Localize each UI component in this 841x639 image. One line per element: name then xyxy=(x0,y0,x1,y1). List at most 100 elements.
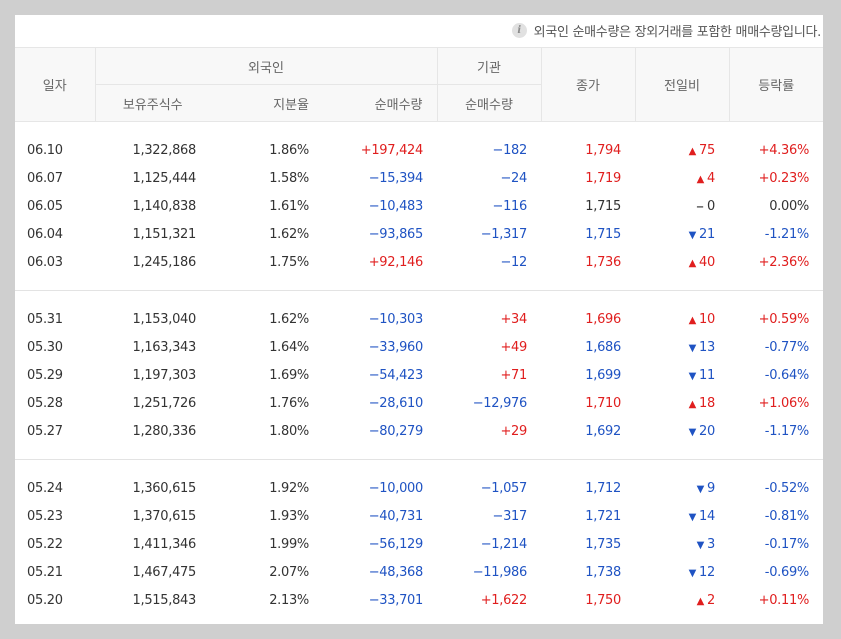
cell-rate: +0.59% xyxy=(758,311,810,327)
triangle-down-icon: ▼ xyxy=(688,229,697,241)
cell-change: ▲ 75 xyxy=(635,136,729,164)
cell-foreign-net: −56,129 xyxy=(368,536,424,552)
triangle-up-icon: ▲ xyxy=(696,173,705,185)
cell-share: 1.76% xyxy=(269,395,309,411)
cell-change: ▲ 2 xyxy=(635,586,729,614)
change-value: 18 xyxy=(699,395,715,411)
group-spacer xyxy=(15,460,823,475)
table-row: 06.10 1,322,868 1.86% +197,424 −182 1,794 ▲ 75 +… xyxy=(15,136,823,164)
triangle-down-icon: ▼ xyxy=(696,539,705,551)
cell-close: 1,686 xyxy=(585,339,621,355)
cell-rate: -0.17% xyxy=(764,536,810,552)
cell-share: 1.61% xyxy=(269,198,309,214)
cell-holdings: 1,197,303 xyxy=(132,367,197,383)
cell-inst-net: −1,214 xyxy=(480,536,528,552)
cell-change: ▼ 20 xyxy=(635,417,729,445)
cell-date: 05.27 xyxy=(27,423,63,439)
cell-close: 1,699 xyxy=(585,367,621,383)
table-row: 06.05 1,140,838 1.61% −10,483 −116 1,715 −0 0.0… xyxy=(15,192,823,220)
header-holdings: 보유주식수 xyxy=(94,84,210,122)
table-row: 05.23 1,370,615 1.93% −40,731 −317 1,721 ▼ 14 -0… xyxy=(15,502,823,530)
triangle-up-icon: ▲ xyxy=(688,257,697,269)
cell-date: 06.03 xyxy=(27,254,63,270)
header-foreign-net: 순매수량 xyxy=(323,84,437,122)
triangle-up-icon: ▲ xyxy=(688,145,697,157)
change-value: 11 xyxy=(699,367,715,383)
cell-change: ▲ 18 xyxy=(635,389,729,417)
change-value: 21 xyxy=(699,226,715,242)
cell-foreign-net: +197,424 xyxy=(360,142,424,158)
cell-holdings: 1,140,838 xyxy=(132,198,197,214)
dash-icon: − xyxy=(695,201,705,213)
cell-close: 1,794 xyxy=(585,142,621,158)
cell-holdings: 1,411,346 xyxy=(132,536,197,552)
table-row: 05.24 1,360,615 1.92% −10,000 −1,057 1,712 ▼ 9 -… xyxy=(15,474,823,502)
cell-foreign-net: −15,394 xyxy=(368,170,424,186)
cell-rate: -0.81% xyxy=(764,508,810,524)
cell-date: 05.28 xyxy=(27,395,63,411)
cell-close: 1,736 xyxy=(585,254,621,270)
cell-share: 1.80% xyxy=(269,423,309,439)
group-spacer xyxy=(15,445,823,460)
cell-change: ▼ 13 xyxy=(635,333,729,361)
cell-date: 05.30 xyxy=(27,339,63,355)
cell-holdings: 1,151,321 xyxy=(132,226,197,242)
cell-foreign-net: −93,865 xyxy=(368,226,424,242)
cell-share: 1.62% xyxy=(269,226,309,242)
cell-rate: +1.06% xyxy=(758,395,810,411)
triangle-down-icon: ▼ xyxy=(688,511,697,523)
cell-close: 1,738 xyxy=(585,564,621,580)
info-icon[interactable]: i xyxy=(511,22,527,38)
cell-rate: +0.23% xyxy=(758,170,810,186)
cell-date: 06.05 xyxy=(27,198,63,214)
cell-share: 1.64% xyxy=(269,339,309,355)
cell-date: 05.23 xyxy=(27,508,63,524)
cell-share: 1.75% xyxy=(269,254,309,270)
cell-foreign-net: −54,423 xyxy=(368,367,424,383)
cell-change: −0 xyxy=(635,192,729,220)
trading-panel: i 외국인 순매수량은 장외거래를 포함한 매매수량입니다. 일자 외국인 기관… xyxy=(15,15,823,624)
cell-share: 1.99% xyxy=(269,536,309,552)
cell-rate: -0.64% xyxy=(764,367,810,383)
header-foreign: 외국인 xyxy=(94,47,437,85)
cell-holdings: 1,245,186 xyxy=(132,254,197,270)
cell-holdings: 1,360,615 xyxy=(132,480,197,496)
cell-change: ▼ 11 xyxy=(635,361,729,389)
cell-change: ▲ 40 xyxy=(635,248,729,276)
cell-rate: -1.17% xyxy=(764,423,810,439)
cell-inst-net: −12 xyxy=(500,254,527,270)
cell-inst-net: +49 xyxy=(500,339,527,355)
cell-date: 05.29 xyxy=(27,367,63,383)
cell-holdings: 1,163,343 xyxy=(132,339,197,355)
cell-foreign-net: −10,303 xyxy=(368,311,424,327)
cell-foreign-net: −10,483 xyxy=(368,198,424,214)
cell-close: 1,735 xyxy=(585,536,621,552)
cell-holdings: 1,153,040 xyxy=(132,311,197,327)
cell-close: 1,712 xyxy=(585,480,621,496)
cell-inst-net: +34 xyxy=(500,311,527,327)
cell-close: 1,719 xyxy=(585,170,621,186)
triangle-up-icon: ▲ xyxy=(696,595,705,607)
cell-foreign-net: −33,960 xyxy=(368,339,424,355)
change-value: 2 xyxy=(707,592,715,608)
cell-foreign-net: −48,368 xyxy=(368,564,424,580)
cell-holdings: 1,322,868 xyxy=(132,142,197,158)
cell-rate: +4.36% xyxy=(758,142,810,158)
header-change: 전일비 xyxy=(634,47,729,122)
cell-holdings: 1,467,475 xyxy=(132,564,197,580)
cell-change: ▼ 21 xyxy=(635,220,729,248)
cell-inst-net: −12,976 xyxy=(472,395,528,411)
cell-inst-net: −317 xyxy=(492,508,527,524)
cell-foreign-net: −10,000 xyxy=(368,480,424,496)
cell-rate: +2.36% xyxy=(758,254,810,270)
cell-change: ▼ 14 xyxy=(635,502,729,530)
table-body: 06.10 1,322,868 1.86% +197,424 −182 1,794 ▲ 75 +… xyxy=(15,122,823,615)
investor-trading-table: 일자 외국인 기관 종가 전일비 등락률 보유주식수 지분율 순매수량 순매수량… xyxy=(15,47,823,614)
cell-share: 1.93% xyxy=(269,508,309,524)
table-row: 06.07 1,125,444 1.58% −15,394 −24 1,719 ▲ 4 +0.2… xyxy=(15,164,823,192)
table-row: 05.27 1,280,336 1.80% −80,279 +29 1,692 ▼ 20 -1.… xyxy=(15,417,823,445)
cell-date: 06.04 xyxy=(27,226,63,242)
change-value: 10 xyxy=(699,311,715,327)
change-value: 20 xyxy=(699,423,715,439)
header-share: 지분율 xyxy=(210,84,323,122)
